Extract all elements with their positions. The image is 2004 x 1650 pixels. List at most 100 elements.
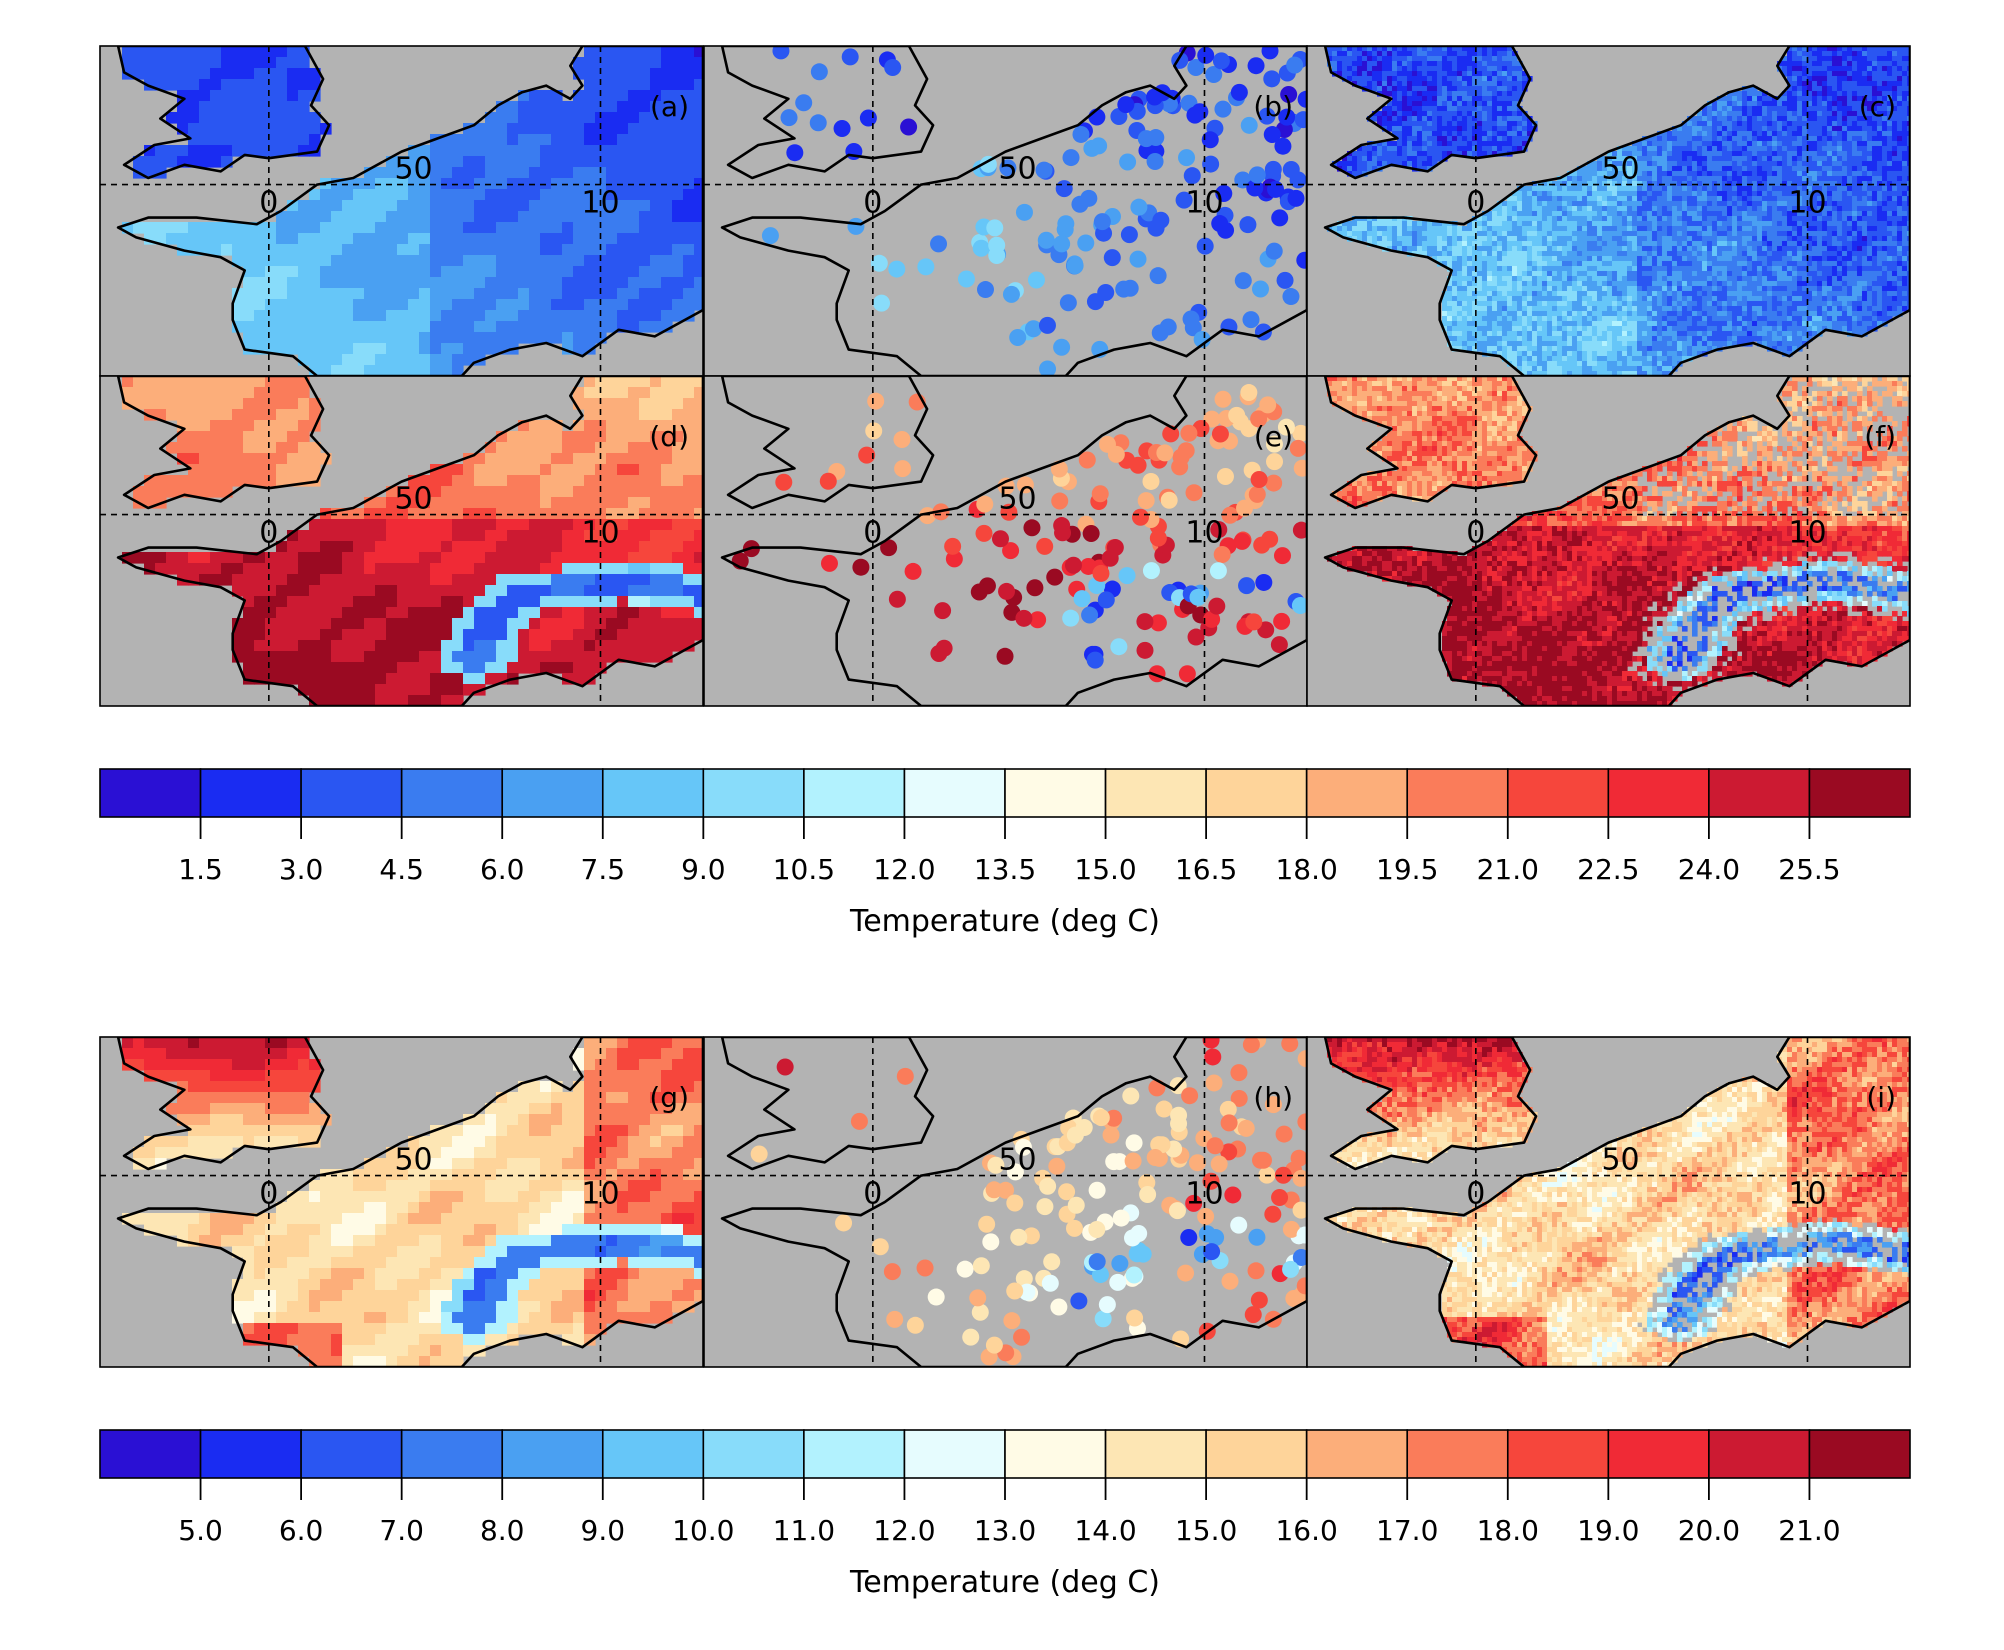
- field-cell: [1772, 101, 1778, 107]
- field-cell: [507, 189, 519, 201]
- field-cell: [1687, 156, 1693, 162]
- field-cell: [1432, 81, 1438, 87]
- field-cell: [166, 233, 178, 245]
- field-cell: [1487, 136, 1493, 142]
- field-cell: [1727, 136, 1733, 142]
- station-dot: [1246, 179, 1264, 197]
- field-cell: [1897, 236, 1903, 242]
- field-cell: [1517, 111, 1523, 117]
- field-cell: [507, 156, 519, 168]
- field-cell: [1642, 196, 1648, 202]
- field-cell: [1502, 116, 1508, 122]
- field-cell: [1777, 176, 1783, 182]
- field-cell: [1892, 246, 1898, 252]
- field-cell: [1412, 56, 1418, 62]
- field-cell: [1822, 221, 1828, 227]
- field-cell: [1582, 196, 1588, 202]
- field-cell: [1482, 66, 1488, 72]
- field-cell: [606, 200, 618, 212]
- field-cell: [1782, 241, 1788, 247]
- field-cell: [551, 134, 563, 146]
- field-cell: [1447, 246, 1453, 252]
- field-cell: [1332, 51, 1338, 57]
- field-cell: [210, 79, 222, 91]
- field-cell: [408, 266, 420, 278]
- field-cell: [496, 233, 508, 245]
- field-cell: [1812, 226, 1818, 232]
- field-cell: [1712, 171, 1718, 177]
- field-cell: [1812, 236, 1818, 242]
- field-cell: [1647, 241, 1653, 247]
- field-cell: [463, 145, 475, 157]
- field-cell: [430, 310, 442, 322]
- field-cell: [1817, 226, 1823, 232]
- field-cell: [661, 90, 673, 102]
- field-cell: [452, 266, 464, 278]
- field-cell: [1632, 261, 1638, 267]
- field-cell: [1602, 236, 1608, 242]
- field-cell: [1452, 266, 1458, 272]
- field-cell: [1837, 236, 1843, 242]
- field-cell: [1592, 241, 1598, 247]
- field-cell: [1877, 206, 1883, 212]
- field-cell: [1827, 221, 1833, 227]
- field-cell: [210, 134, 222, 146]
- field-cell: [1467, 226, 1473, 232]
- field-cell: [1622, 261, 1628, 267]
- field-cell: [1742, 131, 1748, 137]
- field-cell: [1587, 161, 1593, 167]
- field-cell: [1847, 211, 1853, 217]
- field-cell: [1677, 266, 1683, 272]
- field-cell: [1487, 141, 1493, 147]
- field-cell: [1632, 266, 1638, 272]
- station-dot: [1053, 338, 1071, 356]
- field-cell: [1372, 81, 1378, 87]
- field-cell: [1772, 131, 1778, 137]
- field-cell: [1492, 241, 1498, 247]
- field-cell: [1872, 156, 1878, 162]
- field-cell: [1597, 241, 1603, 247]
- field-cell: [1612, 171, 1618, 177]
- field-cell: [1882, 211, 1888, 217]
- field-cell: [1427, 76, 1433, 82]
- field-cell: [1842, 191, 1848, 197]
- field-cell: [1897, 81, 1903, 87]
- field-cell: [1422, 146, 1428, 152]
- field-cell: [1752, 256, 1758, 262]
- field-cell: [1797, 111, 1803, 117]
- field-cell: [1907, 221, 1910, 227]
- field-cell: [1867, 231, 1873, 237]
- field-cell: [177, 68, 189, 80]
- field-cell: [606, 90, 618, 102]
- field-cell: [1737, 141, 1743, 147]
- field-cell: [1842, 96, 1848, 102]
- field-cell: [309, 299, 321, 311]
- field-cell: [1892, 161, 1898, 167]
- field-cell: [1672, 151, 1678, 157]
- field-cell: [1652, 241, 1658, 247]
- field-cell: [1572, 186, 1578, 192]
- field-cell: [1657, 251, 1663, 257]
- field-cell: [1882, 141, 1888, 147]
- field-cell: [1607, 226, 1613, 232]
- field-cell: [1797, 186, 1803, 192]
- field-cell: [1467, 131, 1473, 137]
- field-cell: [683, 233, 695, 245]
- field-cell: [1802, 206, 1808, 212]
- field-cell: [529, 189, 541, 201]
- station-dot: [1093, 213, 1111, 231]
- field-cell: [1367, 156, 1373, 162]
- field-cell: [452, 255, 464, 267]
- field-cell: [1732, 161, 1738, 167]
- field-cell: [1742, 116, 1748, 122]
- field-cell: [1607, 211, 1613, 217]
- field-cell: [584, 288, 596, 300]
- field-cell: [1852, 46, 1858, 52]
- field-cell: [628, 255, 640, 267]
- field-cell: [298, 310, 310, 322]
- field-cell: [1797, 166, 1803, 172]
- field-cell: [375, 200, 387, 212]
- field-cell: [1477, 91, 1483, 97]
- field-cell: [243, 244, 255, 256]
- field-cell: [1357, 226, 1363, 232]
